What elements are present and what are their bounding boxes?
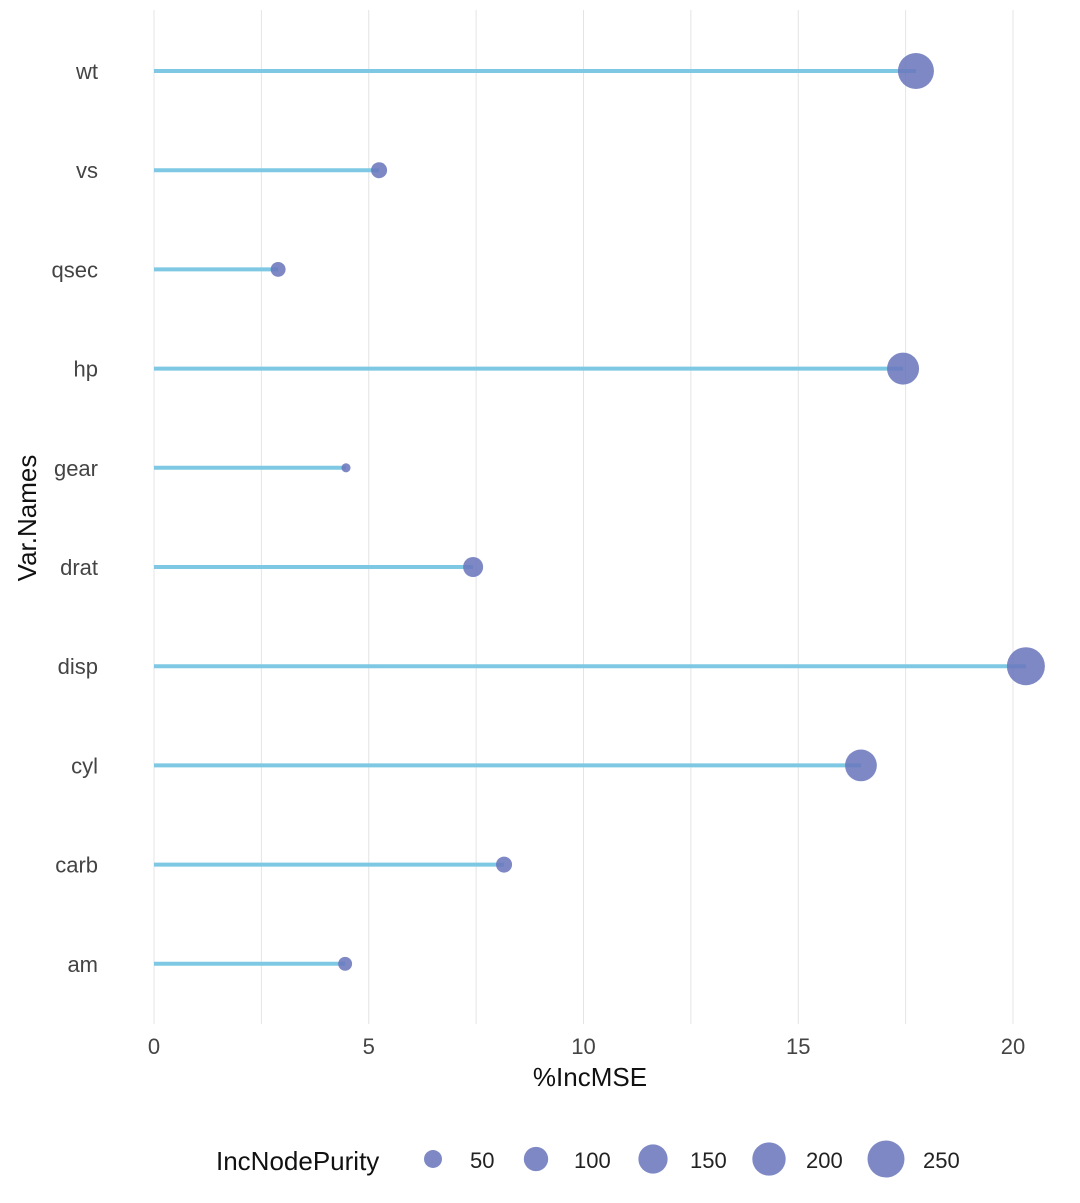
x-tick-label: 0	[148, 1034, 160, 1059]
x-tick-label: 20	[1001, 1034, 1025, 1059]
y-tick-label: vs	[76, 158, 98, 183]
point-am	[338, 956, 353, 971]
y-tick-label: drat	[60, 555, 98, 580]
legend-label: 100	[574, 1148, 611, 1173]
legend-label: 150	[690, 1148, 727, 1173]
legend-key	[752, 1142, 786, 1176]
point-cyl	[845, 749, 877, 782]
legend-label: 250	[923, 1148, 960, 1173]
grid	[153, 10, 1014, 1024]
x-tick-labels: 0 5 10 15 20	[148, 1034, 1025, 1059]
y-tick-label: hp	[74, 357, 98, 382]
y-tick-label: am	[67, 952, 98, 977]
legend-key	[424, 1150, 442, 1168]
point-hp	[887, 352, 920, 385]
x-tick-label: 15	[786, 1034, 810, 1059]
point-drat	[463, 556, 484, 578]
y-tick-labels: wt vs qsec hp gear drat disp cyl carb am	[52, 59, 98, 977]
y-tick-label: disp	[58, 654, 98, 679]
y-axis-title: Var.Names	[12, 455, 42, 582]
point-wt	[897, 52, 934, 90]
y-tick-label: carb	[55, 853, 98, 878]
marks	[154, 52, 1045, 971]
point-vs	[371, 162, 388, 179]
legend-key	[638, 1144, 668, 1174]
y-tick-label: wt	[75, 59, 98, 84]
legend-key	[523, 1146, 549, 1172]
legend-label: 50	[470, 1148, 494, 1173]
legend-key	[867, 1140, 905, 1178]
point-qsec	[270, 261, 286, 277]
y-tick-label: gear	[54, 456, 98, 481]
legend: IncNodePurity 50 100 150 200 250	[216, 1140, 960, 1178]
point-carb	[496, 856, 513, 873]
point-disp	[1006, 647, 1045, 686]
y-tick-label: cyl	[71, 753, 98, 778]
x-tick-label: 10	[571, 1034, 595, 1059]
legend-label: 200	[806, 1148, 843, 1173]
y-tick-label: qsec	[52, 257, 98, 282]
x-tick-label: 5	[363, 1034, 375, 1059]
point-gear	[341, 463, 351, 473]
x-axis-title: %IncMSE	[533, 1062, 647, 1092]
legend-title: IncNodePurity	[216, 1146, 379, 1176]
